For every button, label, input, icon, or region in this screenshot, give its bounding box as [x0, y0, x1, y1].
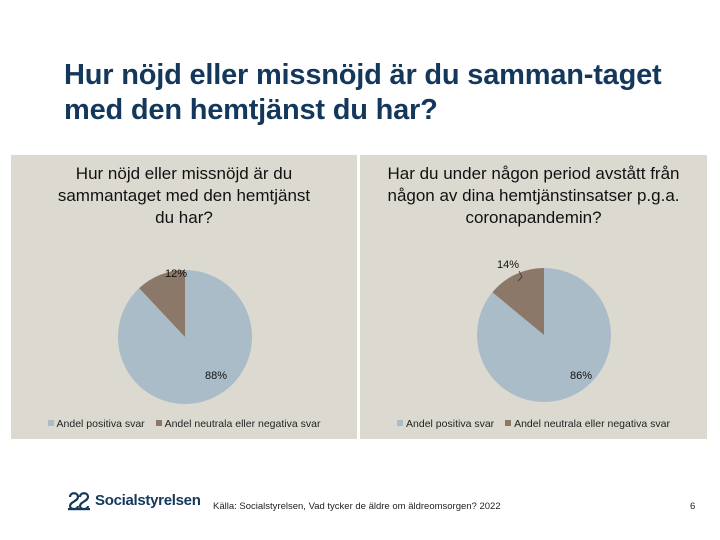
legend-label: Andel neutrala eller negativa svar: [164, 418, 321, 430]
source-note: Källa: Socialstyrelsen, Vad tycker de äl…: [213, 501, 501, 512]
data-label-positive: 88%: [205, 370, 227, 382]
data-label-negative: 14%: [497, 259, 519, 271]
chart-title: Har du under någon period avstått från n…: [387, 164, 680, 227]
pie-slice-positive: [118, 270, 253, 404]
legend-swatch-negative: [155, 420, 162, 427]
data-label-negative: 12%: [165, 268, 187, 280]
pie-chart-abstained: 86% 14%: [477, 259, 612, 402]
pie-slice-negative: [492, 268, 544, 335]
socialstyrelsen-logo: Socialstyrelsen: [66, 489, 201, 511]
pie-slice-positive: [477, 268, 612, 402]
legend-swatch-negative: [505, 420, 512, 427]
legend-label: Andel positiva svar: [406, 418, 495, 430]
legend-label: Andel positiva svar: [56, 418, 145, 430]
leader-line: [517, 270, 523, 282]
legend-label: Andel neutrala eller negativa svar: [514, 418, 670, 430]
logo-text: Socialstyrelsen: [95, 491, 201, 509]
chart-title: Hur nöjd eller missnöjd är du sammantage…: [57, 164, 311, 227]
legend-item-negative: Andel neutrala eller negativa svar: [155, 418, 321, 430]
legend-swatch-positive: [47, 420, 54, 427]
chart-legend: Andel positiva svar Andel neutrala eller…: [11, 418, 357, 430]
chart-panel-satisfaction: Hur nöjd eller missnöjd är du sammantage…: [11, 155, 357, 439]
legend-item-positive: Andel positiva svar: [397, 418, 494, 430]
chart-panel-abstained: Har du under någon period avstått från n…: [360, 155, 707, 439]
slide-title: Hur nöjd eller missnöjd är du samman-tag…: [64, 59, 662, 126]
pie-slice-negative: [139, 270, 185, 337]
data-label-positive: 86%: [570, 370, 592, 382]
page-number: 6: [690, 501, 696, 512]
legend-item-positive: Andel positiva svar: [47, 418, 145, 430]
legend-swatch-positive: [397, 420, 404, 427]
legend-item-negative: Andel neutrala eller negativa svar: [505, 418, 670, 430]
pie-chart-satisfaction: 88% 12%: [118, 268, 253, 404]
logo-icon: [68, 492, 90, 511]
chart-legend: Andel positiva svar Andel neutrala eller…: [360, 418, 707, 430]
